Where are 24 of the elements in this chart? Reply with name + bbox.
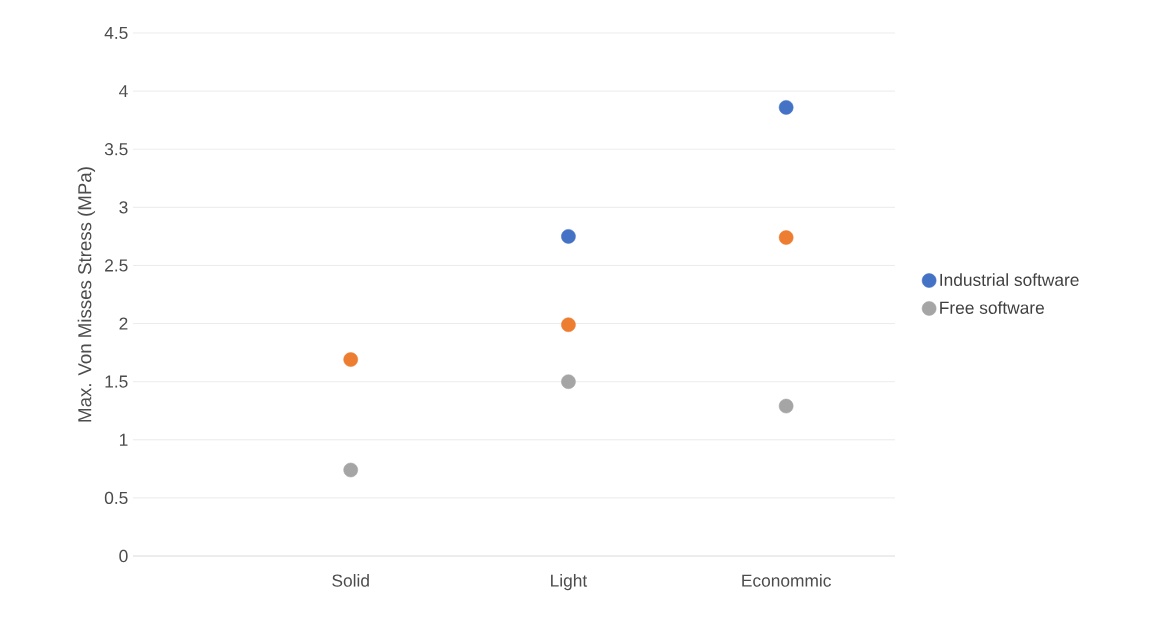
point	[343, 462, 358, 478]
point	[343, 352, 358, 367]
x-tick-label: Econommic	[742, 574, 831, 587]
point	[561, 317, 576, 332]
point	[778, 100, 794, 115]
y-axis-title: Max. Von Misses Stress (MPa)	[77, 167, 96, 422]
y-tick-label: 3.5	[104, 143, 128, 156]
y-tick-label: 4	[119, 85, 128, 98]
point	[561, 229, 576, 244]
y-tick-label: 3	[119, 201, 128, 214]
legend-label: Free software	[940, 301, 1044, 314]
x-tick-label: Solid	[332, 574, 369, 587]
y-tick-label: 2.5	[105, 259, 128, 272]
y-tick-label: 0	[119, 549, 128, 563]
x-tick-label: Light	[551, 574, 588, 591]
y-tick-label: 1.5	[105, 375, 128, 388]
y-tick-label: 1	[119, 433, 128, 446]
point	[778, 398, 794, 414]
y-tick-label: 0.5	[104, 491, 128, 505]
legend-label: Industrial software	[940, 273, 1079, 287]
point	[778, 230, 794, 245]
y-tick-label: 2	[119, 317, 128, 330]
y-tick-label: 4.5	[104, 26, 128, 40]
point	[561, 374, 576, 389]
